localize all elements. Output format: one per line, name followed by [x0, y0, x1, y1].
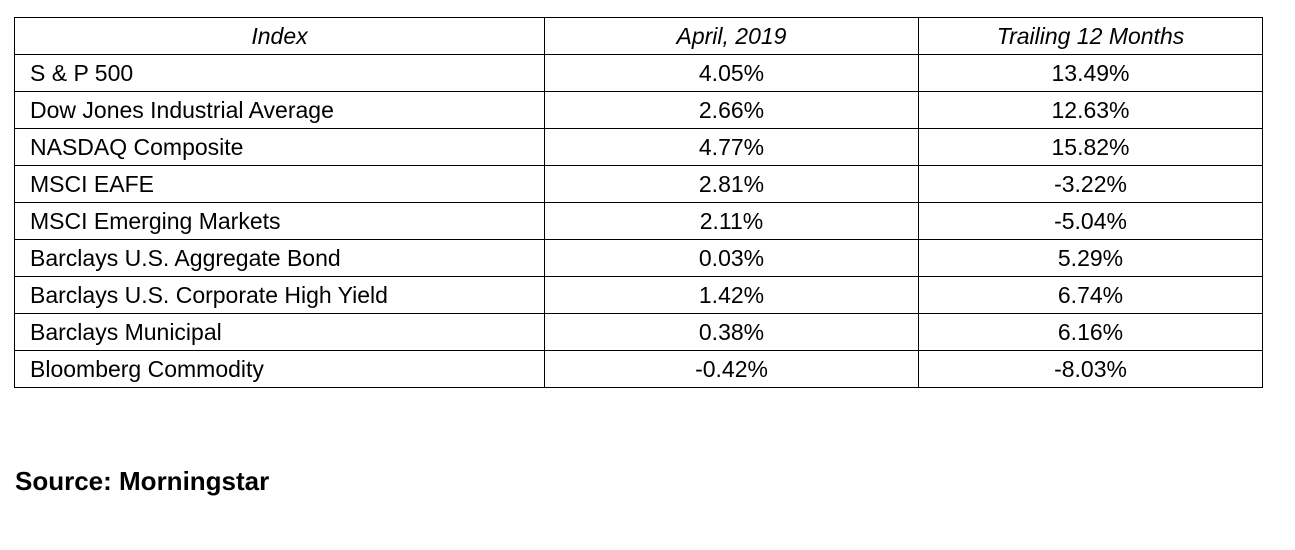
- index-name-cell: Barclays U.S. Aggregate Bond: [14, 239, 545, 277]
- index-name-cell: MSCI EAFE: [14, 165, 545, 203]
- trailing-return-cell: 15.82%: [918, 128, 1263, 166]
- table-row: Dow Jones Industrial Average 2.66% 12.63…: [14, 91, 1263, 129]
- table-body: S & P 500 4.05% 13.49% Dow Jones Industr…: [14, 54, 1263, 388]
- april-return-cell: 0.03%: [544, 239, 919, 277]
- table-row: Barclays Municipal 0.38% 6.16%: [14, 313, 1263, 351]
- header-index: Index: [14, 17, 545, 55]
- april-return-cell: 4.77%: [544, 128, 919, 166]
- table-row: MSCI EAFE 2.81% -3.22%: [14, 165, 1263, 203]
- trailing-return-cell: 12.63%: [918, 91, 1263, 129]
- table-row: Bloomberg Commodity -0.42% -8.03%: [14, 350, 1263, 388]
- table-header: Index April, 2019 Trailing 12 Months: [14, 17, 1263, 55]
- table-row: MSCI Emerging Markets 2.11% -5.04%: [14, 202, 1263, 240]
- april-return-cell: 0.38%: [544, 313, 919, 351]
- index-name-cell: Dow Jones Industrial Average: [14, 91, 545, 129]
- index-name-cell: Barclays Municipal: [14, 313, 545, 351]
- index-name-cell: MSCI Emerging Markets: [14, 202, 545, 240]
- header-april-2019: April, 2019: [544, 17, 919, 55]
- index-performance-table: Index April, 2019 Trailing 12 Months S &…: [14, 17, 1263, 388]
- index-name-cell: NASDAQ Composite: [14, 128, 545, 166]
- april-return-cell: 2.66%: [544, 91, 919, 129]
- index-name-cell: Barclays U.S. Corporate High Yield: [14, 276, 545, 314]
- trailing-return-cell: -3.22%: [918, 165, 1263, 203]
- april-return-cell: 2.11%: [544, 202, 919, 240]
- april-return-cell: 2.81%: [544, 165, 919, 203]
- april-return-cell: 4.05%: [544, 54, 919, 92]
- table-row: Barclays U.S. Corporate High Yield 1.42%…: [14, 276, 1263, 314]
- header-trailing-12-months: Trailing 12 Months: [918, 17, 1263, 55]
- table-row: S & P 500 4.05% 13.49%: [14, 54, 1263, 92]
- index-name-cell: S & P 500: [14, 54, 545, 92]
- trailing-return-cell: -5.04%: [918, 202, 1263, 240]
- index-name-cell: Bloomberg Commodity: [14, 350, 545, 388]
- trailing-return-cell: -8.03%: [918, 350, 1263, 388]
- april-return-cell: -0.42%: [544, 350, 919, 388]
- table-row: NASDAQ Composite 4.77% 15.82%: [14, 128, 1263, 166]
- trailing-return-cell: 5.29%: [918, 239, 1263, 277]
- april-return-cell: 1.42%: [544, 276, 919, 314]
- table-row: Barclays U.S. Aggregate Bond 0.03% 5.29%: [14, 239, 1263, 277]
- trailing-return-cell: 6.74%: [918, 276, 1263, 314]
- trailing-return-cell: 6.16%: [918, 313, 1263, 351]
- trailing-return-cell: 13.49%: [918, 54, 1263, 92]
- source-note: Source: Morningstar: [15, 466, 270, 496]
- header-row: Index April, 2019 Trailing 12 Months: [14, 17, 1263, 55]
